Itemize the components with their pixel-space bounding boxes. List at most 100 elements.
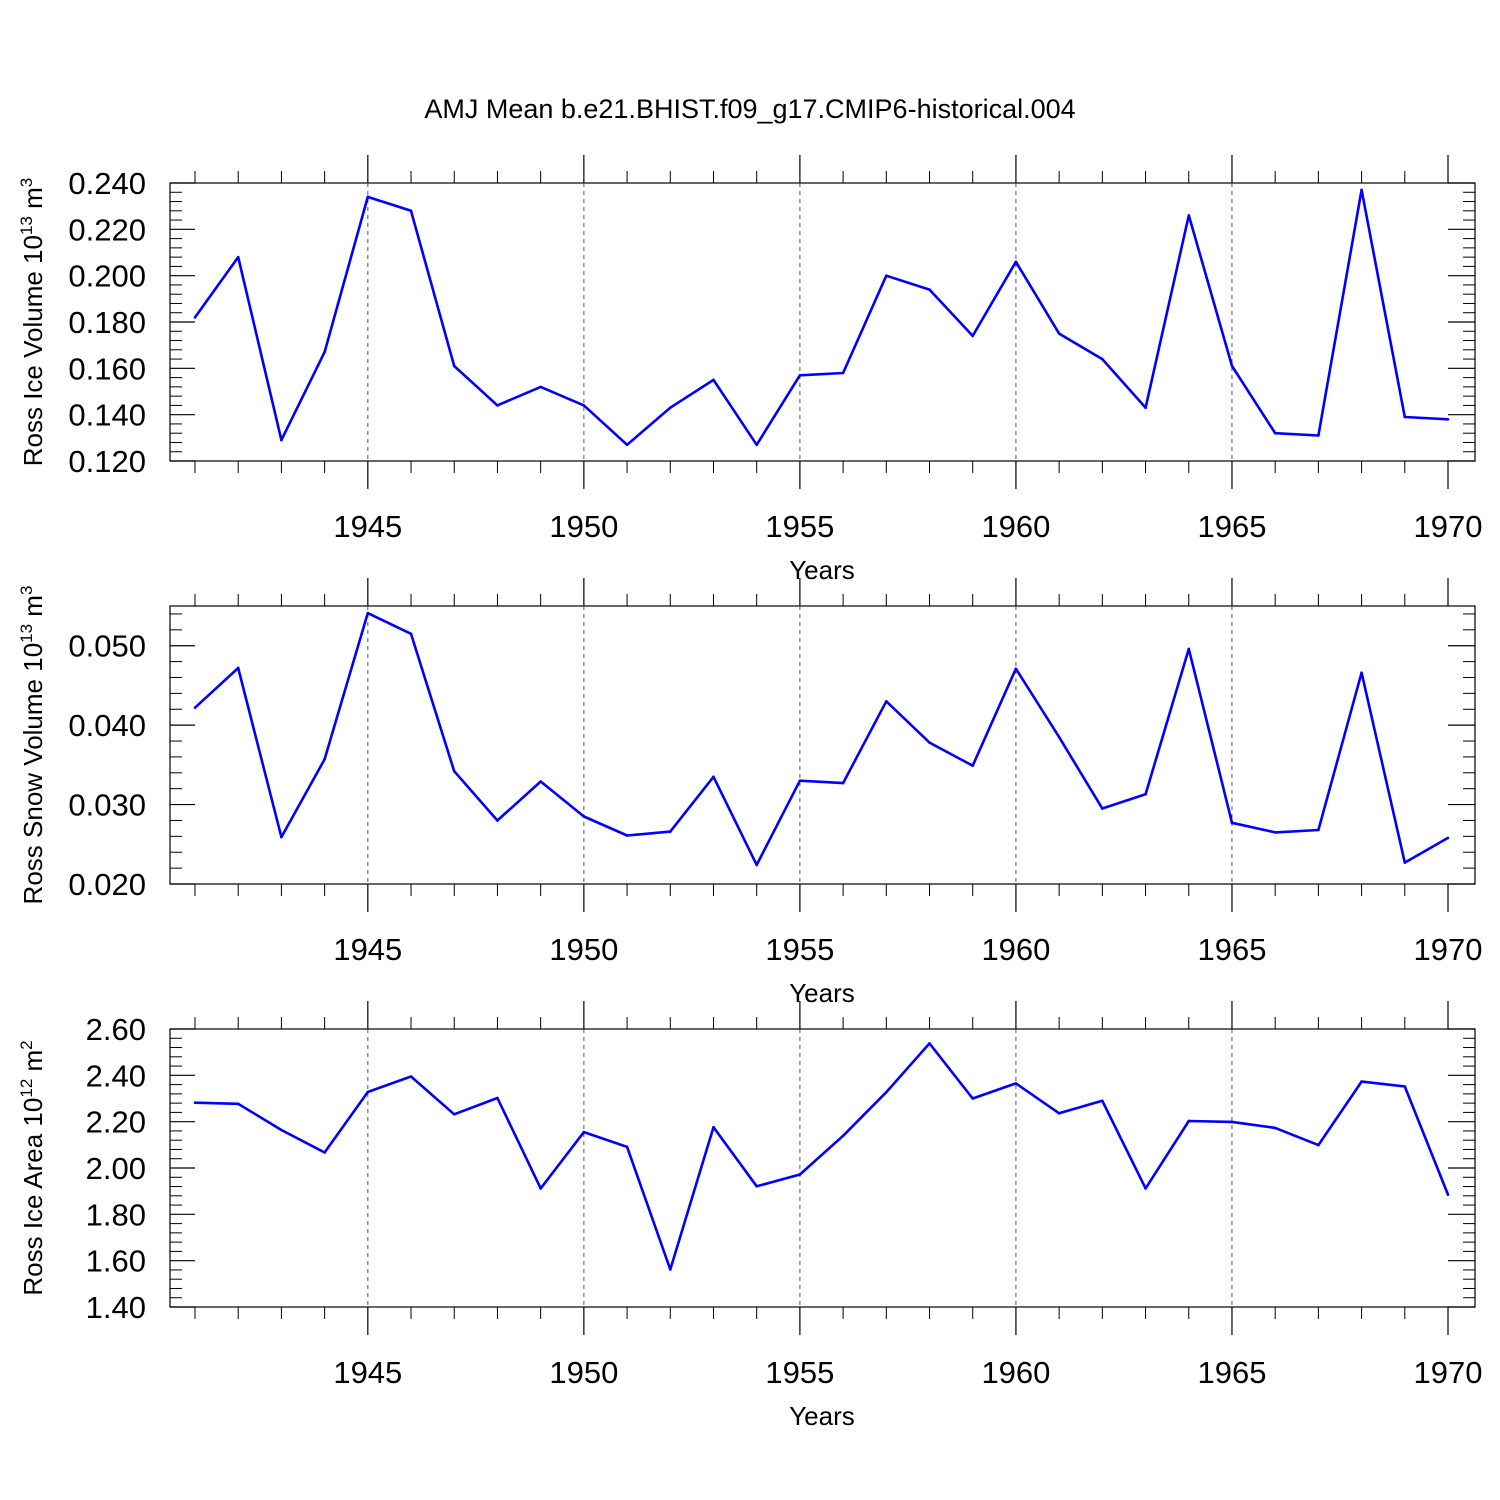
x-tick-label: 1970 xyxy=(1414,1355,1483,1390)
data-point xyxy=(1317,1143,1320,1147)
y-axis-title-main: Ross Snow Volume 10 xyxy=(18,643,48,905)
data-point xyxy=(1403,861,1407,864)
data-point xyxy=(496,404,499,407)
data-point xyxy=(409,632,413,636)
y-axis-title-unit: m xyxy=(18,595,48,624)
data-point xyxy=(625,1145,629,1149)
y-tick-label: 2.20 xyxy=(86,1105,146,1140)
data-point xyxy=(452,1112,456,1116)
data-point xyxy=(1317,434,1320,437)
data-point xyxy=(971,334,975,338)
y-tick-label: 0.120 xyxy=(68,444,146,479)
x-tick-label: 1965 xyxy=(1197,932,1266,967)
data-point xyxy=(193,1101,197,1104)
chart-title: AMJ Mean b.e21.BHIST.f09_g17.CMIP6-histo… xyxy=(424,94,1075,124)
data-point xyxy=(409,1075,413,1078)
data-point xyxy=(193,316,197,319)
y-tick-label: 0.180 xyxy=(68,305,146,340)
data-point xyxy=(323,1151,326,1154)
x-axis-title: Years xyxy=(789,555,855,585)
data-point xyxy=(1403,415,1407,419)
y-tick-label: 0.040 xyxy=(68,708,146,743)
panel-ross-snow-volume: 1945 1950 1955 1960 1965 1970 Years 0.020 0.030 0… xyxy=(17,578,1482,1008)
y-axis-title-unit: m xyxy=(18,187,48,216)
data-point xyxy=(582,1130,586,1134)
data-point xyxy=(885,700,888,703)
data-point xyxy=(798,373,802,377)
data-point xyxy=(1144,1187,1147,1190)
y-tick-label: 0.240 xyxy=(68,166,146,201)
data-point xyxy=(712,378,715,382)
series-line-ross-snow-volume xyxy=(194,611,1449,867)
data-point xyxy=(841,781,845,785)
x-tick-label: 1960 xyxy=(981,932,1050,967)
y-axis-title: Ross Ice Volume 1013 m3 xyxy=(17,178,48,467)
data-point xyxy=(928,741,931,744)
data-point xyxy=(409,209,413,213)
data-point xyxy=(1187,647,1191,651)
data-point xyxy=(755,1185,758,1188)
data-point xyxy=(668,1268,672,1271)
data-point xyxy=(928,288,931,291)
data-point xyxy=(1230,364,1234,368)
data-point xyxy=(625,834,629,837)
plot-frame xyxy=(169,605,1476,885)
y-axis-title-unit-exp: 2 xyxy=(17,1040,36,1049)
y-tick-label: 0.050 xyxy=(68,629,146,664)
y-axis-title-main: Ross Ice Area 10 xyxy=(18,1098,48,1296)
x-tick-label: 1955 xyxy=(765,1355,834,1390)
data-point xyxy=(1230,821,1234,825)
y-tick-label: 2.60 xyxy=(86,1012,146,1047)
data-point xyxy=(193,706,197,709)
y-axis-title-exp: 12 xyxy=(17,1079,36,1098)
data-point xyxy=(885,274,888,277)
data-point xyxy=(885,1090,888,1094)
x-tick-label: 1960 xyxy=(981,1355,1050,1390)
data-point xyxy=(971,764,975,767)
data-point xyxy=(366,1090,370,1094)
y-tick-label: 0.220 xyxy=(68,212,146,247)
data-point xyxy=(841,1134,845,1138)
y-axis-title-unit-exp: 3 xyxy=(17,178,36,187)
plot-frame xyxy=(169,182,1476,462)
data-point xyxy=(452,769,456,773)
data-point xyxy=(755,443,758,447)
data-point xyxy=(280,1128,283,1132)
y-tick-label: 1.60 xyxy=(86,1244,146,1279)
data-point xyxy=(1144,406,1147,410)
panel-ross-ice-area: 1945 1950 1955 1960 1965 1970 Years 1.40 1.60 1.8… xyxy=(17,1001,1482,1431)
series-line-ross-ice-area xyxy=(194,1042,1450,1271)
plot-frame xyxy=(169,1028,1476,1308)
data-point xyxy=(1014,667,1018,671)
data-point xyxy=(539,780,542,783)
y-axis-title-exp: 13 xyxy=(17,624,36,643)
y-tick-label: 2.00 xyxy=(86,1151,146,1186)
data-point xyxy=(1057,332,1061,335)
data-point xyxy=(1144,792,1147,796)
y-tick-label: 0.200 xyxy=(68,259,146,294)
data-point xyxy=(1014,260,1018,264)
data-point xyxy=(1360,671,1363,675)
data-point xyxy=(1403,1085,1407,1088)
data-point xyxy=(323,757,326,761)
x-tick-label: 1965 xyxy=(1197,509,1266,544)
data-point xyxy=(496,1096,499,1100)
x-tick-label: 1945 xyxy=(333,932,402,967)
data-point xyxy=(280,835,283,839)
data-point xyxy=(1187,214,1191,217)
data-point xyxy=(452,364,456,368)
data-point xyxy=(366,611,370,615)
data-point xyxy=(1446,418,1450,421)
data-point xyxy=(1273,431,1277,435)
data-point xyxy=(582,404,586,407)
data-point xyxy=(928,1042,931,1045)
x-tick-label: 1955 xyxy=(765,932,834,967)
series-line-ross-ice-volume xyxy=(193,188,1449,447)
data-point xyxy=(1230,1120,1234,1124)
data-point xyxy=(1101,1099,1104,1103)
data-point xyxy=(668,406,672,410)
data-point xyxy=(1101,807,1104,810)
x-tick-label: 1950 xyxy=(549,932,618,967)
data-point xyxy=(1014,1082,1018,1085)
